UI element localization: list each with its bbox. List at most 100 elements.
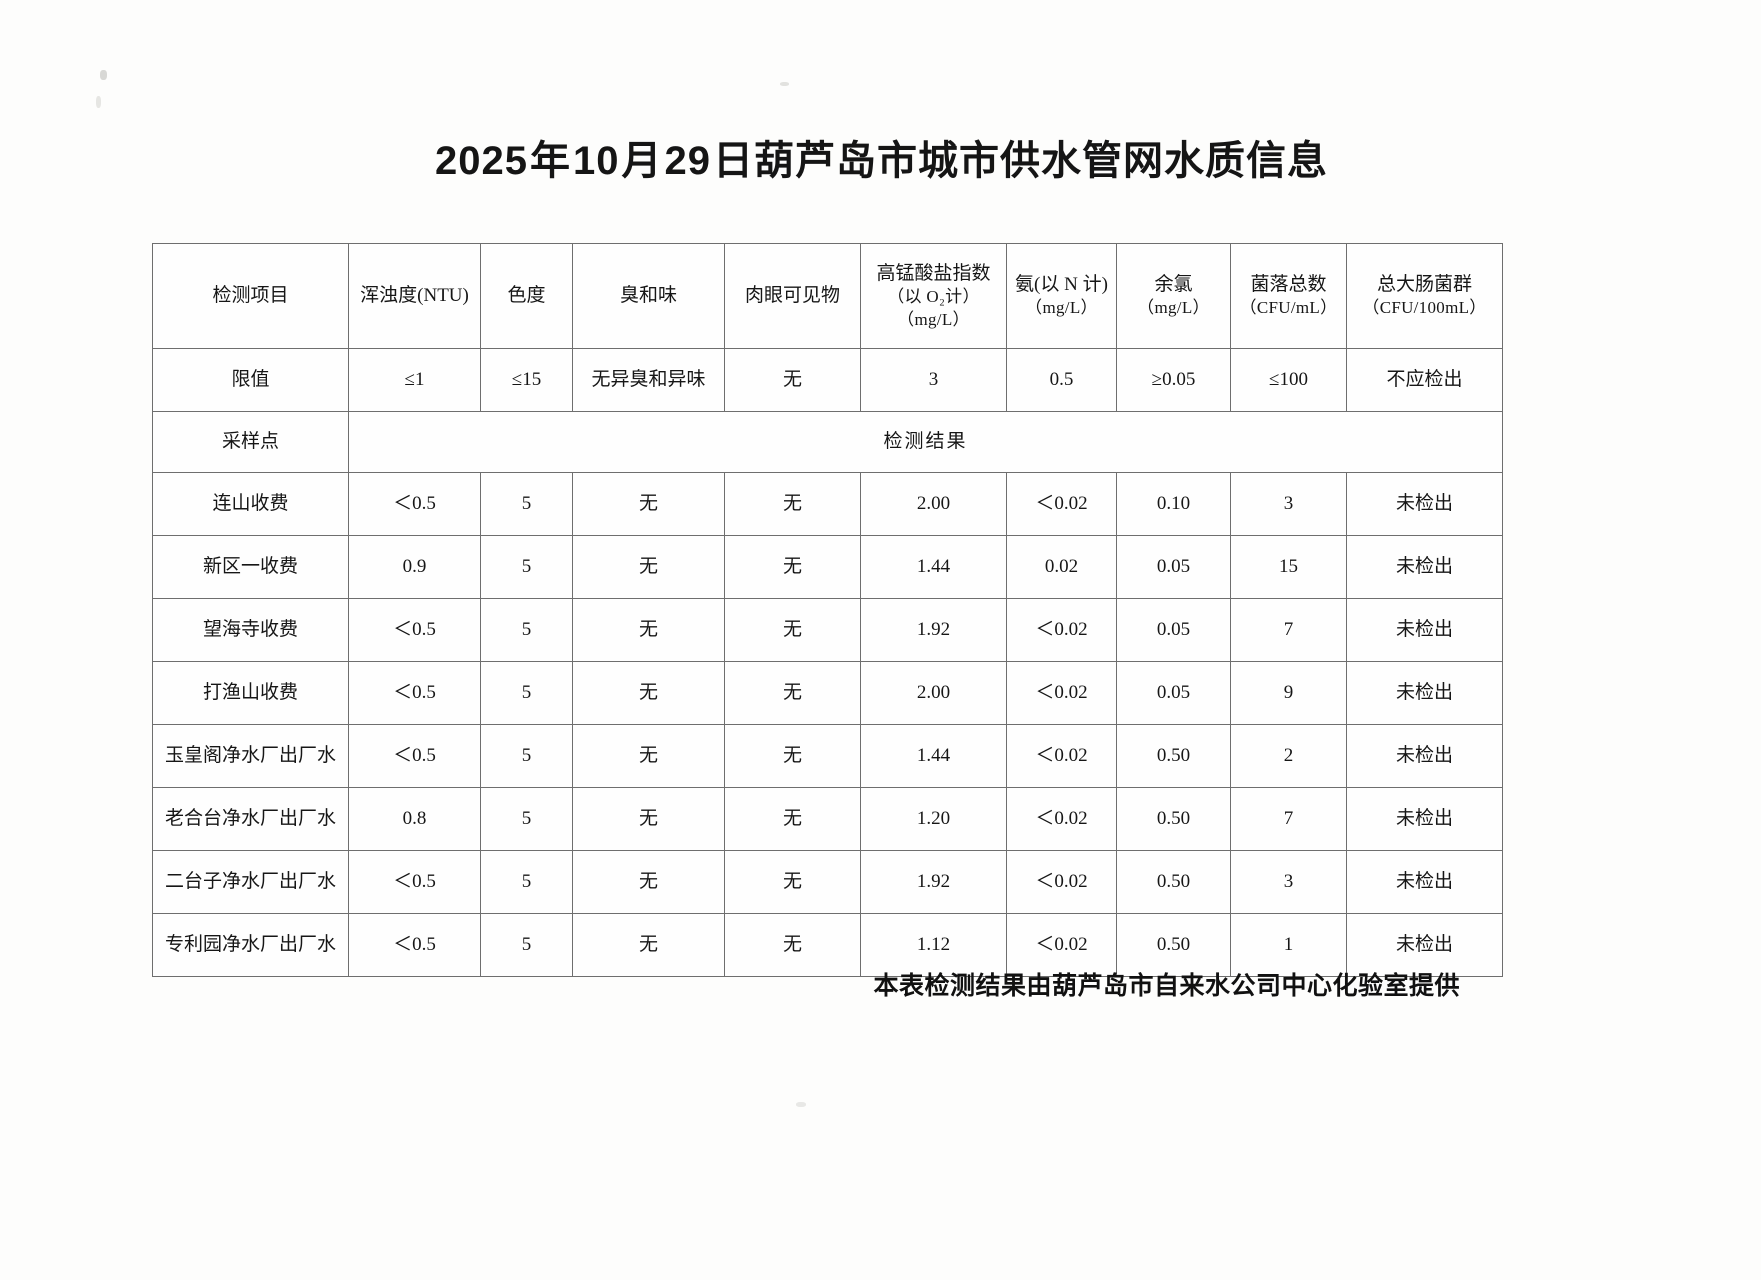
result-cell: 未检出 (1346, 724, 1503, 788)
header-label: 肉眼可见物 (744, 285, 840, 307)
header-label: 检测项目 (212, 285, 289, 307)
header-residual-chlorine: 余氯 （mg/L） (1116, 243, 1231, 349)
table-body: 限值 ≤1 ≤15 无异臭和异味 无 3 0.5 ≥0.05 ≤100 不应检出… (152, 348, 1503, 977)
header-label: 浑浊度(NTU) (360, 285, 469, 307)
result-cell: ＜0.02 (1006, 598, 1117, 662)
result-cell: 15 (1230, 535, 1347, 599)
result-cell: 0.02 (1006, 535, 1117, 599)
result-cell: 1.92 (860, 850, 1007, 914)
header-label: 余氯 (1154, 274, 1193, 296)
header-permanganate-index: 高锰酸盐指数 （以 O₂计） （mg/L） (860, 243, 1007, 349)
result-cell: 未检出 (1346, 913, 1503, 977)
result-cell: 0.10 (1116, 472, 1231, 536)
result-cell: ＜0.5 (348, 850, 481, 914)
table-row: 老合台净水厂出厂水 0.8 5 无无 1.20 ＜0.02 0.50 7 未检出 (152, 787, 1503, 851)
result-cell: 0.9 (348, 535, 481, 599)
limit-value: 无异臭和异味 (572, 348, 725, 412)
result-cell: 无 (724, 913, 861, 977)
test-result-span-label: 检测结果 (348, 411, 1503, 473)
scan-speck (780, 82, 789, 86)
result-cell: 未检出 (1346, 661, 1503, 725)
footer-note: 本表检测结果由葫芦岛市自来水公司中心化验室提供 (873, 973, 1460, 1000)
header-basis: （以 O₂计） (887, 287, 980, 307)
result-cell: 1.92 (860, 598, 1007, 662)
result-cell: 5 (480, 850, 573, 914)
result-cell: 无 (572, 724, 725, 788)
scan-speck (796, 1102, 806, 1107)
result-cell: 1.44 (860, 724, 1007, 788)
limit-value: ≤1 (348, 348, 481, 412)
result-cell: 0.50 (1116, 913, 1231, 977)
result-cell: 7 (1230, 787, 1347, 851)
water-quality-table: 检测项目 浑浊度(NTU) 色度 臭和味 肉眼可见物 高锰酸盐指数 （以 O₂计… (152, 243, 1503, 977)
result-cell: 无 (724, 787, 861, 851)
header-odor-taste: 臭和味 (572, 243, 725, 349)
table-row: 望海寺收费 ＜0.5 5 无无 1.92 ＜0.02 0.05 7 未检出 (152, 598, 1503, 662)
header-visible-matter: 肉眼可见物 (724, 243, 861, 349)
result-cell: 5 (480, 472, 573, 536)
limit-value: 0.5 (1006, 348, 1117, 412)
header-unit: （CFU/mL） (1239, 298, 1338, 318)
sample-point-name: 专利园净水厂出厂水 (152, 913, 349, 977)
result-cell: ＜0.5 (348, 598, 481, 662)
result-cell: ＜0.02 (1006, 913, 1117, 977)
result-cell: 无 (572, 850, 725, 914)
table-row: 新区一收费 0.9 5 无无 1.44 0.02 0.05 15 未检出 (152, 535, 1503, 599)
header-colony-count: 菌落总数 （CFU/mL） (1230, 243, 1347, 349)
limit-value: ≥0.05 (1116, 348, 1231, 412)
limit-row-label: 限值 (152, 348, 349, 412)
sample-point-name: 老合台净水厂出厂水 (152, 787, 349, 851)
limit-value: 不应检出 (1346, 348, 1503, 412)
result-cell: 0.05 (1116, 535, 1231, 599)
limit-value: ≤15 (480, 348, 573, 412)
table-row: 打渔山收费 ＜0.5 5 无无 2.00 ＜0.02 0.05 9 未检出 (152, 661, 1503, 725)
result-cell: 无 (572, 535, 725, 599)
result-cell: 0.05 (1116, 598, 1231, 662)
result-cell: ＜0.02 (1006, 850, 1117, 914)
result-cell: 无 (572, 472, 725, 536)
result-cell: 无 (724, 472, 861, 536)
page-title: 2025年10月29日葫芦岛市城市供水管网水质信息 (0, 128, 1761, 186)
limit-value: 3 (860, 348, 1007, 412)
result-cell: 0.50 (1116, 724, 1231, 788)
result-cell: 5 (480, 598, 573, 662)
result-cell: 未检出 (1346, 535, 1503, 599)
header-unit: （mg/L） (1025, 298, 1098, 318)
result-cell: ＜0.5 (348, 472, 481, 536)
table-header-row: 检测项目 浑浊度(NTU) 色度 臭和味 肉眼可见物 高锰酸盐指数 （以 O₂计… (152, 243, 1503, 349)
scan-speck (100, 70, 107, 80)
result-cell: 1.44 (860, 535, 1007, 599)
result-cell: 无 (572, 913, 725, 977)
result-cell: 无 (572, 661, 725, 725)
result-cell: 未检出 (1346, 787, 1503, 851)
result-cell: 2 (1230, 724, 1347, 788)
sample-point-name: 二台子净水厂出厂水 (152, 850, 349, 914)
header-label: 菌落总数 (1250, 274, 1327, 296)
result-cell: 0.50 (1116, 850, 1231, 914)
table-row: 玉皇阁净水厂出厂水 ＜0.5 5 无无 1.44 ＜0.02 0.50 2 未检出 (152, 724, 1503, 788)
result-cell: 5 (480, 724, 573, 788)
result-cell: 未检出 (1346, 598, 1503, 662)
result-cell: 5 (480, 661, 573, 725)
result-cell: 0.05 (1116, 661, 1231, 725)
result-cell: ＜0.02 (1006, 472, 1117, 536)
result-cell: 2.00 (860, 472, 1007, 536)
header-label: 高锰酸盐指数 (876, 263, 991, 285)
title-day: 29 (664, 139, 711, 183)
header-label: 臭和味 (619, 285, 677, 307)
result-cell: ＜0.5 (348, 913, 481, 977)
header-unit: （mg/L） (897, 309, 970, 329)
result-cell: 2.00 (860, 661, 1007, 725)
title-subject: 葫芦岛市城市供水管网水质信息 (753, 138, 1328, 183)
sample-point-name: 玉皇阁净水厂出厂水 (152, 724, 349, 788)
sample-point-header-row: 采样点 检测结果 (152, 411, 1503, 473)
result-cell: ＜0.5 (348, 724, 481, 788)
result-cell: 无 (724, 535, 861, 599)
scan-speck (96, 96, 101, 108)
result-cell: ＜0.02 (1006, 787, 1117, 851)
result-cell: 无 (724, 724, 861, 788)
result-cell: ＜0.02 (1006, 661, 1117, 725)
water-quality-table-container: 检测项目 浑浊度(NTU) 色度 臭和味 肉眼可见物 高锰酸盐指数 （以 O₂计… (152, 243, 1503, 977)
title-year: 2025 (435, 139, 528, 183)
result-cell: 0.50 (1116, 787, 1231, 851)
